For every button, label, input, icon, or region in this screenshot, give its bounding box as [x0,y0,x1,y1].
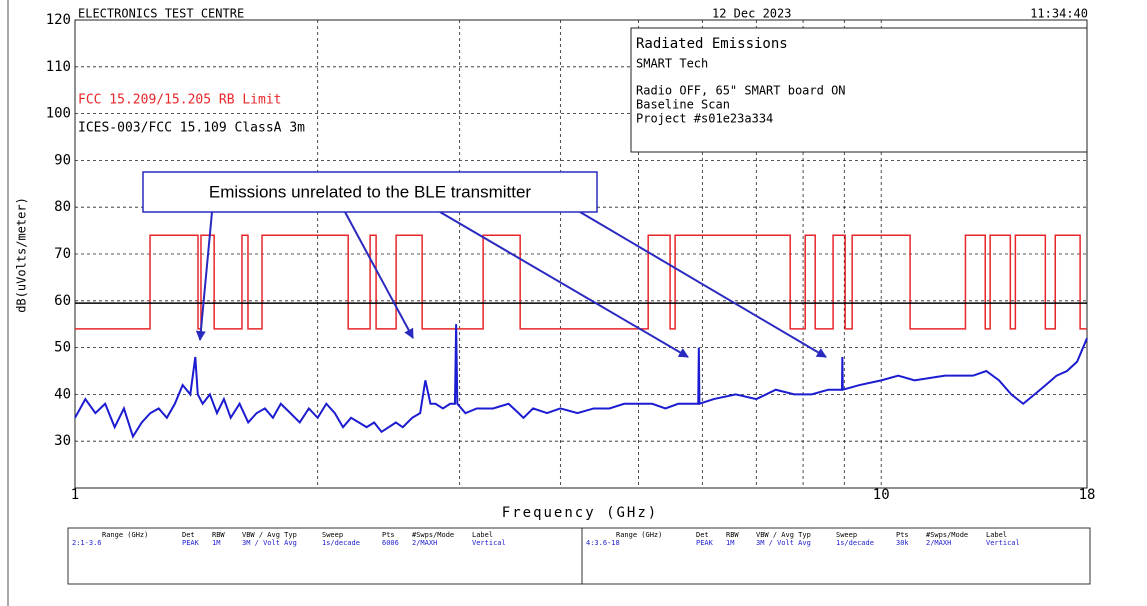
y-tick-label: 100 [46,106,71,122]
series-line [74,324,1088,439]
table-cell: 1M [726,539,734,547]
table-header: VBW / Avg Typ [756,531,811,539]
table-cell: 1s/decade [836,539,874,547]
legend-label: FCC 15.209/15.205 RB Limit [78,93,282,108]
table-cell: 2/MAXH [412,539,437,547]
table-cell: 30k [896,539,909,547]
y-tick-label: 70 [54,246,71,262]
table-header: Det [182,531,195,539]
legend-label: ICES-003/FCC 15.109 ClassA 3m [78,121,305,136]
annotation: Emissions unrelated to the BLE transmitt… [209,182,532,201]
table-cell: 6006 [382,539,399,547]
x-tick-label: 1 [71,487,79,503]
series-line [75,234,1087,330]
table-header: #Swps/Mode [412,531,454,539]
info-line: Baseline Scan [636,98,730,112]
table-cell: 2:1-3.6 [72,539,102,547]
y-tick-label: 80 [54,199,71,215]
y-tick-label: 110 [46,59,71,75]
y-tick-label: 40 [54,386,71,402]
table-cell: 4:3.6-18 [586,539,620,547]
annotation-box [142,171,598,213]
table-cell: 1M [212,539,220,547]
sweep-table [67,527,1091,585]
y-tick-label: 90 [54,152,71,168]
info-line: Radio OFF, 65" SMART board ON [636,84,846,98]
y-axis-label: dB(uVolts/meter) [15,197,29,313]
header-date: 12 Dec 2023 [712,7,791,21]
table-header: Sweep [322,531,343,539]
table-cell: Vertical [986,539,1020,547]
table-cell: PEAK [182,539,200,547]
header-title: ELECTRONICS TEST CENTRE [78,7,244,21]
x-tick-label: 10 [873,487,890,503]
table-header: Pts [382,531,395,539]
table-header: Det [696,531,709,539]
table-header: #Swps/Mode [926,531,968,539]
x-tick-label: 18 [1079,487,1096,503]
y-tick-label: 120 [46,12,71,28]
table-header: RBW [212,531,225,539]
table-header: Range (GHz) [616,531,662,539]
table-cell: PEAK [696,539,714,547]
table-header: RBW [726,531,739,539]
y-tick-label: 60 [54,293,71,309]
table-cell: 3M / Volt Avg [242,539,297,547]
table-header: VBW / Avg Typ [242,531,297,539]
table-header: Pts [896,531,909,539]
table-cell: 2/MAXH [926,539,951,547]
table-header: Range (GHz) [102,531,148,539]
info-box [630,27,1088,153]
info-line: Project #s01e23a334 [636,112,773,126]
table-header: Label [986,531,1007,539]
table-header: Sweep [836,531,857,539]
info-title: Radiated Emissions [636,36,788,52]
table-cell: 3M / Volt Avg [756,539,811,547]
y-tick-label: 30 [54,433,71,449]
info-client: SMART Tech [636,57,708,71]
header-time: 11:34:40 [1030,7,1088,21]
x-axis-label: Frequency (GHz) [502,505,658,521]
table-header: Label [472,531,493,539]
table-cell: Vertical [472,539,506,547]
table-cell: 1s/decade [322,539,360,547]
y-tick-label: 50 [54,340,71,356]
arrows [195,211,827,358]
